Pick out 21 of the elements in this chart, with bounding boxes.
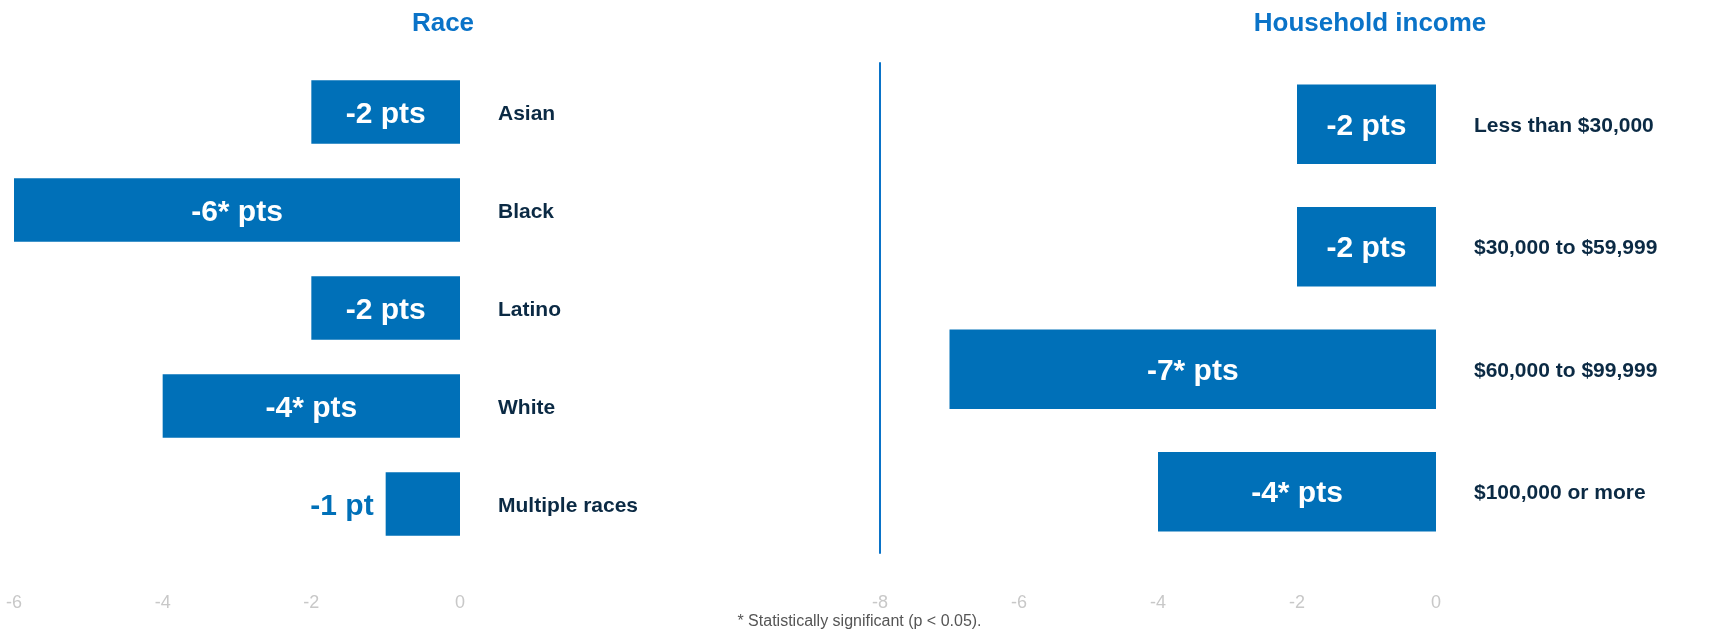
data-label: -2 pts bbox=[345, 291, 426, 325]
data-label: -2 pts bbox=[345, 95, 426, 129]
data-label: -7* pts bbox=[1146, 352, 1239, 386]
chart-title: Household income bbox=[1253, 7, 1487, 37]
y-tick-label: Less than $30,000 bbox=[1474, 112, 1654, 136]
data-label: -6* pts bbox=[191, 193, 283, 227]
y-tick-label: Asian bbox=[498, 100, 556, 124]
y-tick-label: $100,000 or more bbox=[1474, 480, 1646, 504]
data-label: -2 pts bbox=[1326, 230, 1407, 264]
chart-title: Race bbox=[411, 7, 475, 37]
data-label: -1 pt bbox=[310, 487, 374, 521]
y-tick-label: White bbox=[498, 394, 556, 418]
y-tick-label: Multiple races bbox=[498, 492, 639, 516]
y-tick-label: $30,000 to $59,999 bbox=[1474, 235, 1658, 259]
data-label: -2 pts bbox=[1326, 107, 1407, 141]
y-tick-label: Black bbox=[498, 198, 555, 222]
data-label: -4* pts bbox=[1251, 475, 1343, 509]
y-tick-label: $60,000 to $99,999 bbox=[1474, 357, 1658, 381]
data-label: -4* pts bbox=[265, 389, 358, 423]
y-tick-label: Latino bbox=[498, 296, 561, 320]
text: * Statistically significant (p < 0.05). bbox=[736, 612, 983, 630]
